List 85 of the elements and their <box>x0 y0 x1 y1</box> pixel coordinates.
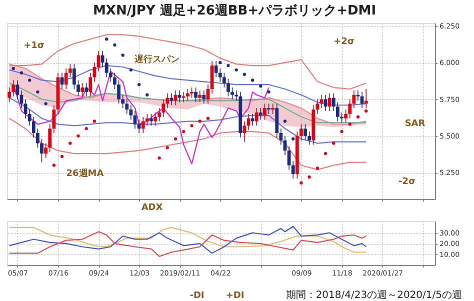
point <box>36 90 40 94</box>
candlestick <box>150 114 153 126</box>
line-series <box>12 70 270 164</box>
point <box>283 120 287 123</box>
text: ADX <box>141 203 163 213</box>
point <box>348 122 352 126</box>
point <box>52 164 56 167</box>
candlestick <box>300 124 303 141</box>
point <box>60 154 64 158</box>
candlestick <box>344 109 348 124</box>
candlestick <box>340 112 344 124</box>
annotation: +2σ <box>334 37 354 47</box>
point <box>44 102 48 106</box>
point <box>190 124 194 128</box>
point <box>356 115 360 118</box>
candlestick <box>267 103 270 114</box>
annotation: 26週MA <box>66 168 104 179</box>
point <box>68 142 72 145</box>
point <box>267 90 270 94</box>
point <box>137 83 141 86</box>
candlestick <box>230 87 234 100</box>
candlestick <box>336 102 340 122</box>
point <box>28 78 32 82</box>
point <box>198 120 202 123</box>
point <box>158 156 161 160</box>
candlestick <box>190 87 194 98</box>
candlestick <box>117 80 120 104</box>
candlestick <box>263 103 266 120</box>
point <box>234 68 238 72</box>
point <box>300 181 303 184</box>
point <box>12 66 15 70</box>
point <box>105 38 108 41</box>
point <box>182 130 186 134</box>
candlestick <box>108 68 112 82</box>
text: +DI <box>226 291 244 301</box>
point <box>292 137 295 140</box>
point <box>308 175 311 179</box>
candlestick <box>308 131 312 146</box>
point <box>206 116 210 120</box>
point <box>20 71 24 74</box>
candlestick <box>145 114 149 126</box>
point <box>316 166 320 170</box>
candlestick <box>8 87 12 103</box>
point <box>364 109 368 113</box>
point <box>250 78 254 82</box>
candlestick <box>271 103 275 114</box>
candlestick <box>186 88 190 102</box>
line-series <box>8 231 367 257</box>
candlestick <box>154 112 157 126</box>
candlestick <box>76 80 80 97</box>
point <box>332 142 336 145</box>
candlestick <box>44 142 48 158</box>
annotation: SAR <box>404 119 426 129</box>
chart-title: MXN/JPY 週足+26週BB+パラボリック+DMI <box>92 3 376 18</box>
candlestick <box>226 78 230 97</box>
point <box>113 43 116 47</box>
point <box>340 130 344 134</box>
point <box>121 54 124 57</box>
point <box>242 72 246 76</box>
point <box>324 152 328 156</box>
point <box>259 84 262 88</box>
candlestick <box>304 124 307 141</box>
candlestick <box>36 128 40 148</box>
point <box>129 68 133 72</box>
line-series <box>8 118 367 170</box>
point <box>218 61 222 64</box>
candlestick <box>158 108 162 122</box>
point <box>166 146 170 150</box>
point <box>146 93 149 96</box>
point <box>84 127 88 130</box>
point <box>76 134 80 138</box>
text: -DI <box>190 291 204 301</box>
candlestick <box>84 82 88 97</box>
annotation: -2σ <box>398 177 416 187</box>
candlestick <box>194 87 198 103</box>
point <box>226 64 230 68</box>
line-series <box>8 34 367 90</box>
point <box>174 137 178 140</box>
candlestick <box>258 108 262 120</box>
text: 期間：2018/4/23の週～2020/1/5の週 <box>286 289 462 301</box>
point <box>92 120 96 123</box>
candlestick <box>80 82 84 97</box>
candlestick <box>234 90 238 102</box>
annotation: 遅行スパン <box>134 54 180 65</box>
annotation: +1σ <box>24 41 44 51</box>
